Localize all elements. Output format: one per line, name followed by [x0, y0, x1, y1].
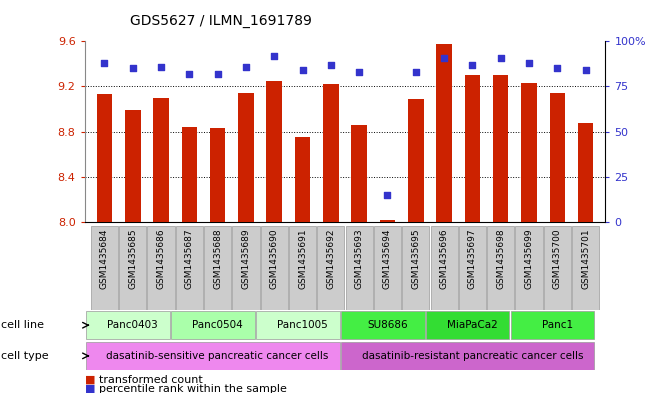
- Bar: [426, 311, 510, 339]
- Point: [212, 71, 223, 77]
- Bar: [289, 226, 316, 310]
- Text: GSM1435694: GSM1435694: [383, 228, 392, 289]
- Bar: [256, 311, 340, 339]
- Point: [156, 63, 166, 70]
- Bar: [578, 123, 594, 222]
- Bar: [171, 311, 255, 339]
- Point: [241, 63, 251, 70]
- Text: GSM1435686: GSM1435686: [156, 228, 165, 289]
- Bar: [86, 342, 340, 370]
- Text: Panc1005: Panc1005: [277, 320, 328, 330]
- Bar: [493, 75, 508, 222]
- Point: [495, 54, 506, 61]
- Text: GSM1435692: GSM1435692: [326, 228, 335, 289]
- Text: dasatinib-sensitive pancreatic cancer cells: dasatinib-sensitive pancreatic cancer ce…: [107, 351, 329, 361]
- Bar: [436, 44, 452, 222]
- Bar: [204, 226, 231, 310]
- Bar: [266, 81, 282, 222]
- Point: [552, 65, 562, 72]
- Text: GSM1435693: GSM1435693: [355, 228, 364, 289]
- Text: ■: ■: [85, 375, 99, 385]
- Bar: [346, 226, 373, 310]
- Bar: [510, 311, 594, 339]
- Bar: [544, 226, 571, 310]
- Text: transformed count: transformed count: [99, 375, 202, 385]
- Bar: [86, 311, 170, 339]
- Text: dasatinib-resistant pancreatic cancer cells: dasatinib-resistant pancreatic cancer ce…: [362, 351, 583, 361]
- Bar: [521, 83, 537, 222]
- Text: GSM1435695: GSM1435695: [411, 228, 421, 289]
- Point: [128, 65, 138, 72]
- Bar: [119, 226, 146, 310]
- Text: ■: ■: [85, 384, 99, 393]
- Bar: [91, 226, 118, 310]
- Point: [298, 67, 308, 73]
- Point: [524, 60, 534, 66]
- Text: SU8686: SU8686: [367, 320, 408, 330]
- Point: [411, 69, 421, 75]
- Bar: [487, 226, 514, 310]
- Text: GSM1435698: GSM1435698: [496, 228, 505, 289]
- Bar: [352, 125, 367, 222]
- Text: GSM1435690: GSM1435690: [270, 228, 279, 289]
- Point: [184, 71, 195, 77]
- Text: GSM1435685: GSM1435685: [128, 228, 137, 289]
- Point: [269, 53, 279, 59]
- Point: [326, 62, 336, 68]
- Bar: [465, 75, 480, 222]
- Text: cell line: cell line: [1, 320, 44, 330]
- Bar: [374, 226, 401, 310]
- Bar: [380, 220, 395, 222]
- Bar: [430, 226, 458, 310]
- Text: cell type: cell type: [1, 351, 49, 361]
- Bar: [340, 342, 594, 370]
- Text: percentile rank within the sample: percentile rank within the sample: [99, 384, 287, 393]
- Text: Panc1: Panc1: [542, 320, 573, 330]
- Text: MiaPaCa2: MiaPaCa2: [447, 320, 498, 330]
- Text: GSM1435701: GSM1435701: [581, 228, 590, 289]
- Point: [439, 54, 449, 61]
- Text: GSM1435696: GSM1435696: [439, 228, 449, 289]
- Bar: [408, 99, 424, 222]
- Text: GSM1435688: GSM1435688: [213, 228, 222, 289]
- Text: GSM1435700: GSM1435700: [553, 228, 562, 289]
- Text: GSM1435697: GSM1435697: [468, 228, 477, 289]
- Bar: [295, 137, 311, 222]
- Point: [354, 69, 365, 75]
- Bar: [516, 226, 542, 310]
- Bar: [153, 98, 169, 222]
- Bar: [402, 226, 430, 310]
- Bar: [572, 226, 599, 310]
- Text: Panc0504: Panc0504: [192, 320, 243, 330]
- Text: GSM1435691: GSM1435691: [298, 228, 307, 289]
- Bar: [340, 311, 424, 339]
- Bar: [210, 128, 225, 222]
- Text: Panc0403: Panc0403: [107, 320, 158, 330]
- Bar: [176, 226, 203, 310]
- Point: [467, 62, 478, 68]
- Text: GSM1435687: GSM1435687: [185, 228, 194, 289]
- Bar: [260, 226, 288, 310]
- Point: [382, 192, 393, 198]
- Text: GSM1435689: GSM1435689: [242, 228, 251, 289]
- Bar: [459, 226, 486, 310]
- Bar: [549, 93, 565, 222]
- Bar: [182, 127, 197, 222]
- Bar: [232, 226, 260, 310]
- Bar: [323, 84, 339, 222]
- Bar: [125, 110, 141, 222]
- Text: GDS5627 / ILMN_1691789: GDS5627 / ILMN_1691789: [130, 14, 312, 28]
- Point: [99, 60, 109, 66]
- Text: GSM1435699: GSM1435699: [525, 228, 534, 289]
- Bar: [96, 94, 112, 222]
- Text: GSM1435684: GSM1435684: [100, 228, 109, 289]
- Bar: [317, 226, 344, 310]
- Bar: [238, 93, 254, 222]
- Point: [581, 67, 591, 73]
- Bar: [148, 226, 174, 310]
